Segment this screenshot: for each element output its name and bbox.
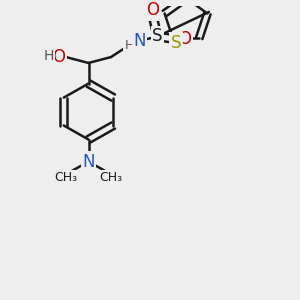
Text: CH₃: CH₃: [54, 171, 78, 184]
Text: H: H: [44, 49, 54, 63]
Text: N: N: [133, 32, 146, 50]
Text: CH₃: CH₃: [99, 171, 123, 184]
Text: H: H: [124, 39, 134, 52]
Text: O: O: [178, 30, 191, 48]
Text: S: S: [170, 34, 181, 52]
Text: O: O: [52, 48, 65, 66]
Text: O: O: [146, 1, 160, 19]
Text: S: S: [152, 28, 163, 46]
Text: N: N: [82, 153, 95, 171]
